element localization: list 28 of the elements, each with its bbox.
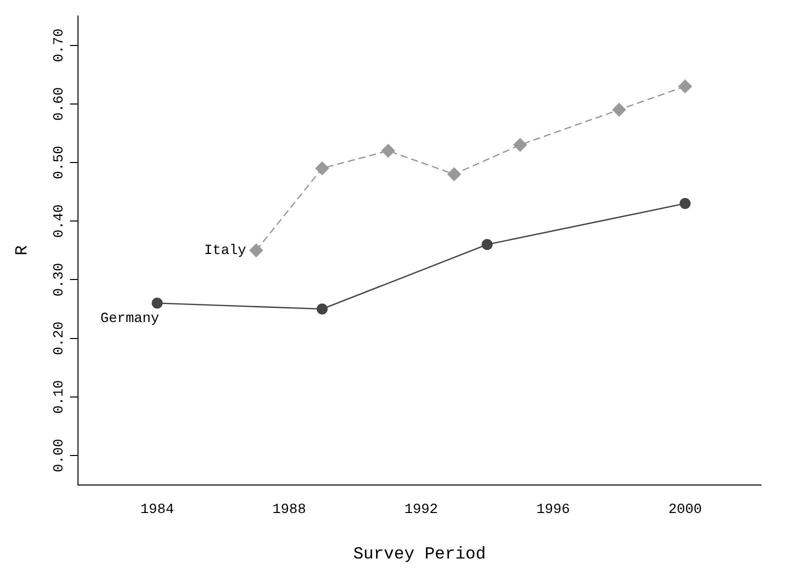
y-tick-label: 0.00 xyxy=(52,438,68,472)
x-tick-label: 1984 xyxy=(140,502,174,518)
point xyxy=(680,198,691,210)
point xyxy=(513,138,528,152)
x-tick-label: 1992 xyxy=(404,502,438,518)
y-tick-label: 0.10 xyxy=(52,380,68,414)
point xyxy=(482,239,493,250)
point xyxy=(316,304,328,314)
point xyxy=(249,243,264,258)
x-axis-title: Survey Period xyxy=(353,545,486,564)
y-tick-label: 0.30 xyxy=(52,262,68,297)
series-label: Italy xyxy=(204,243,246,260)
x-tick-label: 2000 xyxy=(668,502,702,518)
point xyxy=(612,102,626,117)
x-tick-label: 1996 xyxy=(536,502,570,518)
point xyxy=(381,144,396,158)
point xyxy=(447,167,462,182)
point xyxy=(315,161,330,176)
series-label: Germany xyxy=(100,310,160,327)
y-tick-label: 0.50 xyxy=(52,146,68,180)
point xyxy=(152,298,163,309)
x-tick-label: 1988 xyxy=(272,502,306,518)
y-axis-title: R xyxy=(14,245,33,256)
y-tick-label: 0.70 xyxy=(52,28,68,62)
y-tick-label: 0.60 xyxy=(52,87,68,121)
point xyxy=(678,79,692,94)
y-tick-label: 0.20 xyxy=(52,321,68,356)
y-tick-label: 0.40 xyxy=(52,204,68,238)
